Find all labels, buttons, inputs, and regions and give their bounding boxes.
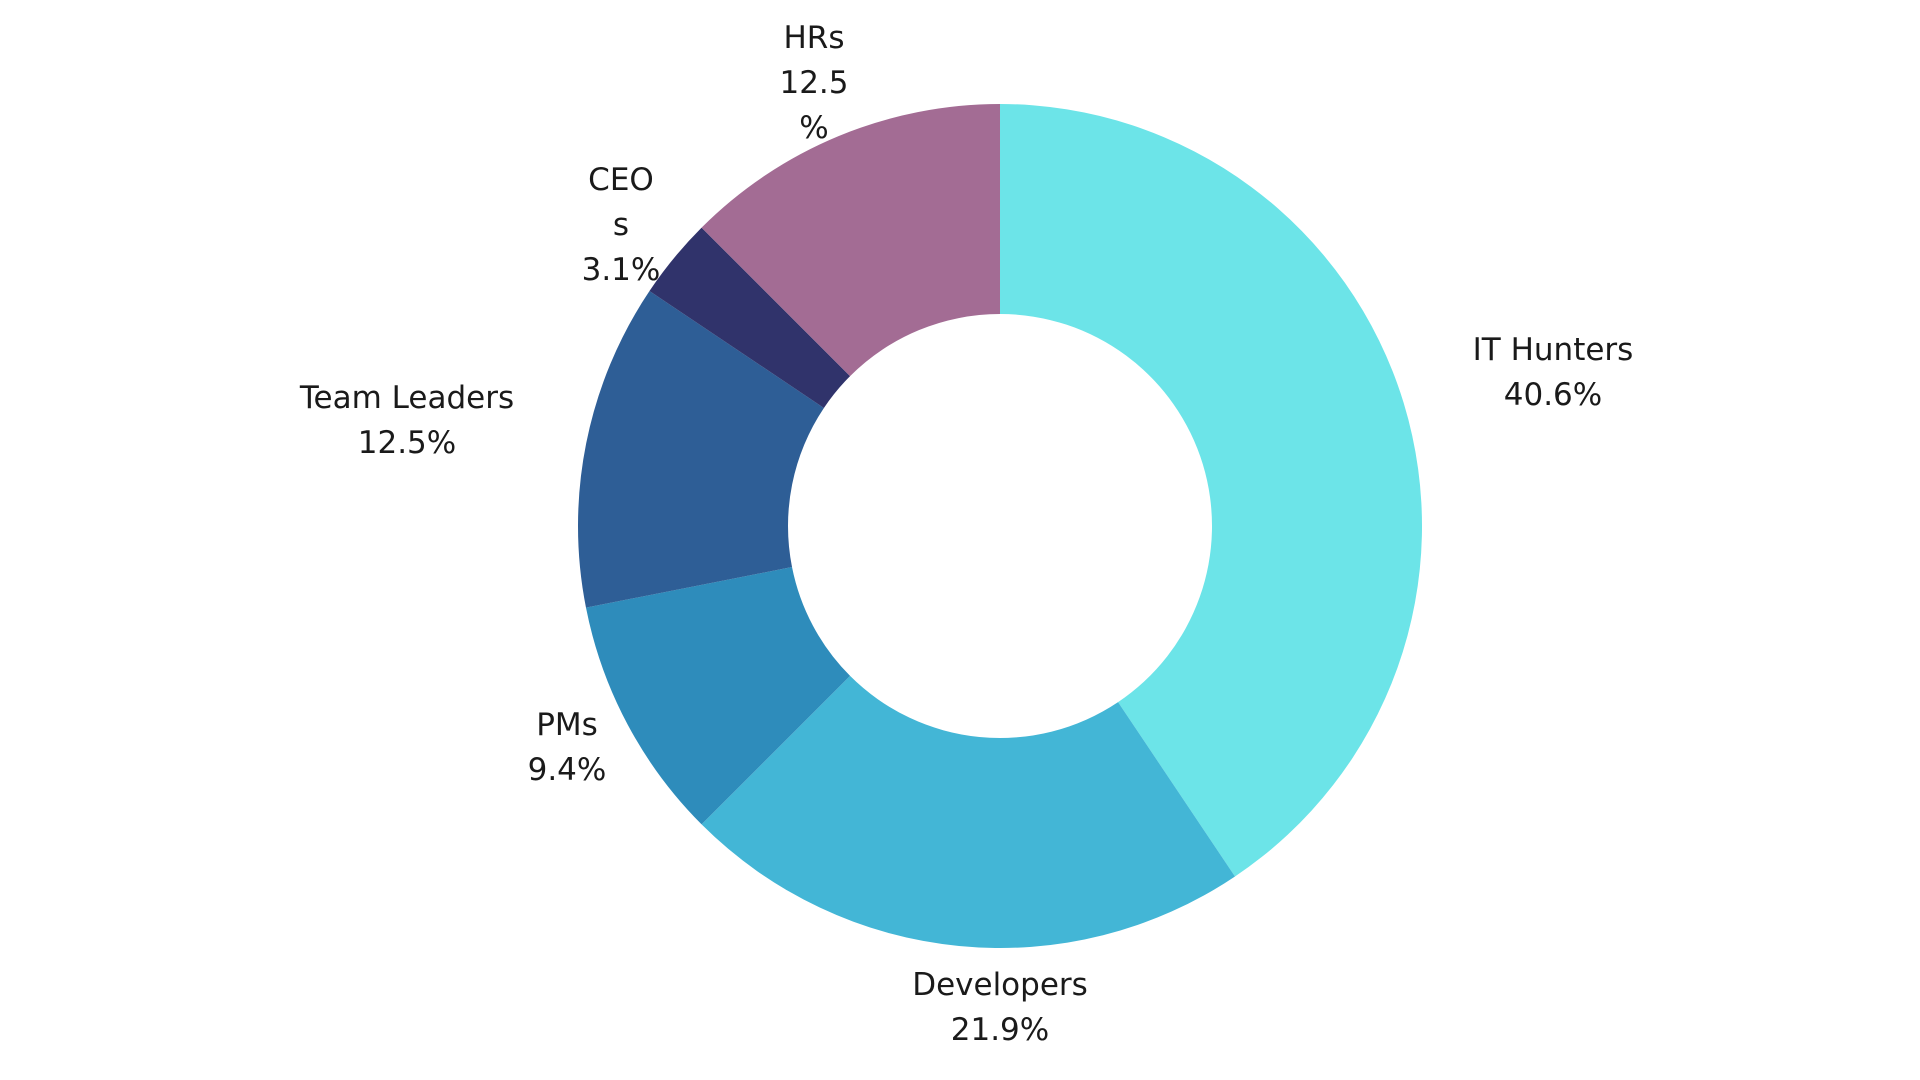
slice-label-line: IT Hunters (1473, 332, 1634, 368)
slice-label-line: 21.9% (951, 1012, 1049, 1048)
slice-label: IT Hunters 40.6% (1473, 332, 1634, 413)
slice-label-line: PMs (536, 707, 598, 743)
slice-label: Team Leaders 12.5% (299, 380, 514, 461)
donut-slice (1000, 104, 1422, 877)
donut-slice (701, 675, 1236, 948)
slice-label-line: Developers (912, 967, 1088, 1003)
slice-label: Developers 21.9% (912, 967, 1088, 1048)
slice-label-line: 40.6% (1504, 377, 1602, 413)
slice-label-line: s (613, 207, 629, 243)
slice-label: CEO s 3.1% (582, 162, 661, 288)
slice-label: PMs 9.4% (528, 707, 607, 788)
slice-label-line: % (799, 110, 828, 146)
donut-slice (649, 227, 851, 408)
slice-label-line: 3.1% (582, 252, 661, 288)
slice-label-line: 9.4% (528, 752, 607, 788)
slices-layer (578, 104, 1422, 948)
donut-slice (578, 290, 824, 608)
slice-label-line: CEO (588, 162, 654, 198)
donut-slice (701, 104, 1000, 377)
slice-label: HRs 12.5% (779, 20, 848, 146)
slice-label-line: Team Leaders (299, 380, 514, 416)
slice-label-line: HRs (783, 20, 844, 56)
slice-label-line: 12.5 (779, 65, 848, 101)
donut-slice (585, 567, 851, 825)
labels-layer: IT Hunters 40.6% Developers 21.9% PMs 9.4% Tea… (299, 20, 1633, 1048)
slice-label-line: 12.5% (358, 425, 456, 461)
